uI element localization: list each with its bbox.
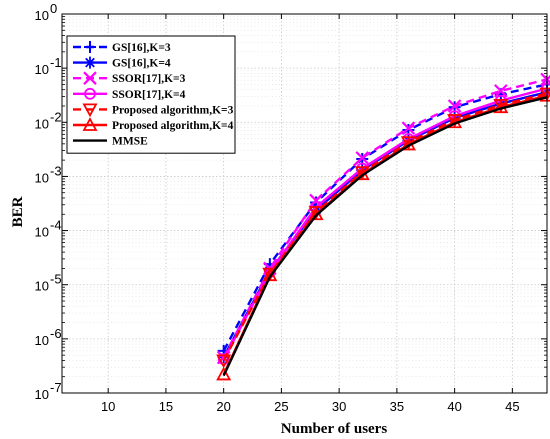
x-tick-label: 25 [274,399,288,414]
legend-entry-3: SSOR[17],K=4 [73,87,186,101]
y-axis-label: BER [10,196,26,227]
y-tick-label-exponent: -3 [50,163,62,178]
x-axis-label: Number of users [281,421,388,437]
series-2 [216,72,550,365]
legend-entry-1: GS[16],K=4 [73,56,171,70]
series-line [222,83,548,352]
legend-label: SSOR[17],K=3 [112,73,186,85]
x-marker [83,71,97,85]
data-series [216,72,550,381]
x-tick-label: 10 [101,399,115,414]
series-3 [217,82,550,366]
x-marker [494,84,508,98]
y-tick-label: 10 -5 [35,272,62,294]
y-tick-label: 10 -2 [35,109,62,131]
y-tick-label: 10 0 [35,1,58,23]
legend-label: GS[16],K=3 [112,42,171,54]
plot-frame [61,13,548,394]
y-tick-label-base: 10 [35,387,49,402]
legend-label: Proposed algorithm,K=3 [112,104,234,116]
legend-label: Proposed algorithm,K=4 [112,120,234,132]
circle-marker [84,87,96,100]
y-tick-label-exponent: -1 [50,55,62,70]
series-line [222,91,548,358]
series-line [222,78,548,359]
y-tick-label: 10 -1 [35,55,62,77]
y-tick-label-base: 10 [35,116,49,131]
y-tick-label-exponent: -2 [50,109,62,124]
x-marker [355,151,370,165]
series-line [222,87,548,360]
x-tick-label: 45 [505,399,519,414]
legend-label: GS[16],K=4 [112,58,171,70]
triangle-down-marker [216,354,232,369]
asterisk-marker [85,57,95,68]
y-tick-label-base: 10 [35,279,49,294]
x-marker [401,121,416,135]
legend: GS[16],K=3 GS[16],K=4 SSOR[17],K=3 SSOR[17]… [66,35,236,154]
legend-label: MMSE [112,136,148,148]
y-tick-label-exponent: -7 [50,380,62,395]
legend-entry-6: MMSE [73,136,148,148]
x-tick-label: 30 [332,399,346,414]
y-tick-label-exponent: -4 [50,218,62,233]
legend-entry-4: Proposed algorithm,K=3 [73,103,234,118]
triangle-up-marker [82,117,98,131]
circle-marker [217,353,230,366]
series-line [222,94,548,376]
y-tick-label-base: 10 [35,8,49,23]
y-tick-label: 10 -6 [35,326,62,348]
x-tick-label: 35 [390,399,404,414]
series-5 [216,87,550,381]
legend-entry-0: GS[16],K=3 [73,41,171,54]
legend-entry-5: Proposed algorithm,K=4 [73,117,234,132]
legend-label: SSOR[17],K=4 [112,89,186,101]
series-line [222,92,548,361]
x-tick-label: 15 [159,399,173,414]
y-tick-label-base: 10 [35,62,49,77]
triangle-up-marker [216,366,232,381]
x-tick-label: 40 [447,399,461,414]
y-tick-label: 10 -3 [35,163,62,185]
y-tick-label-base: 10 [35,225,49,240]
series-6 [222,96,548,377]
y-tick-label: 10 -4 [35,218,62,240]
y-tick-label: 10 -7 [35,380,62,402]
series-line [222,96,548,377]
y-tick-label-base: 10 [35,170,49,185]
series-4 [216,87,550,369]
triangle-down-marker [82,103,98,118]
x-marker [447,99,462,113]
legend-entry-2: SSOR[17],K=3 [73,71,186,85]
x-tick-label: 20 [216,399,230,414]
y-tick-label-exponent: -6 [50,326,62,341]
y-tick-label-exponent: 0 [50,1,57,16]
y-tick-label-exponent: -5 [50,272,62,287]
y-tick-label-base: 10 [35,333,49,348]
series-0 [217,78,550,357]
